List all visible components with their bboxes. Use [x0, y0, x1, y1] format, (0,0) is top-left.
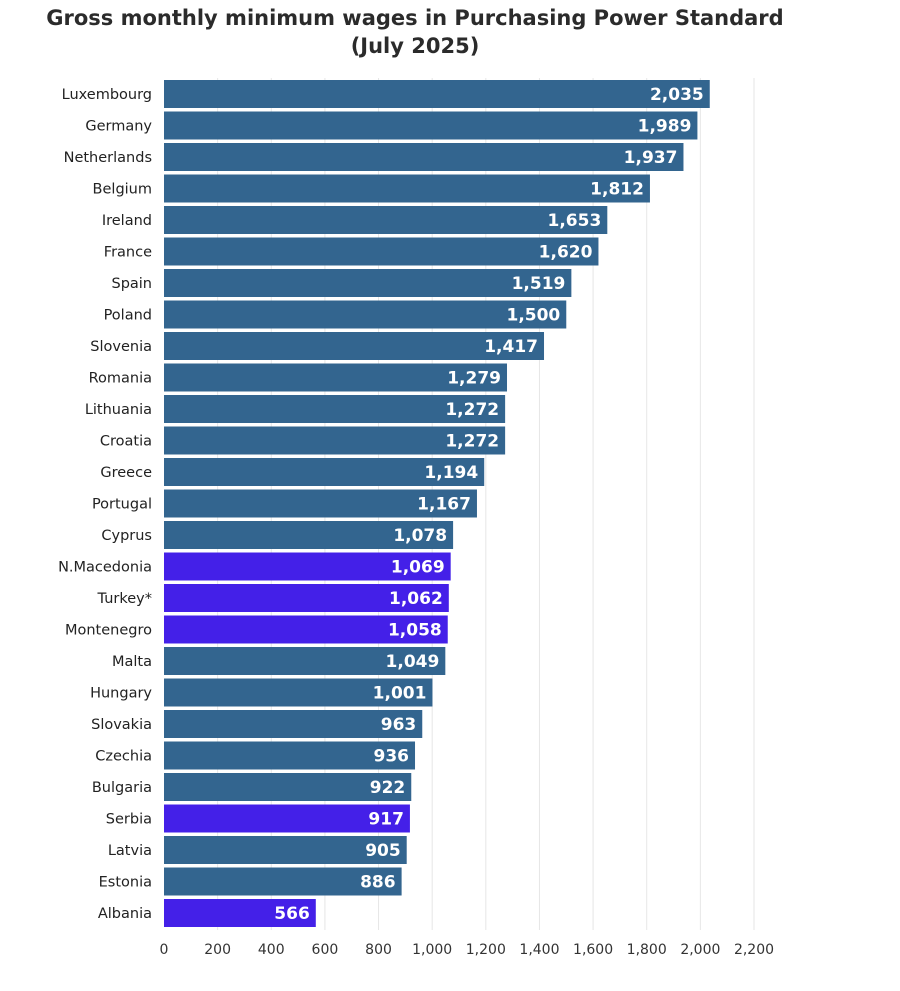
value-label: 1,272: [445, 400, 499, 420]
value-label: 1,194: [424, 463, 478, 483]
x-tick-label: 200: [204, 942, 231, 958]
bar: [164, 552, 451, 581]
value-label: 1,167: [417, 495, 471, 515]
bar: [164, 836, 407, 864]
bar: [164, 710, 423, 738]
value-label: 963: [381, 715, 417, 735]
x-tick-label: 1,200: [466, 942, 506, 958]
value-label: 917: [368, 810, 404, 830]
x-tick-label: 1,000: [412, 942, 452, 958]
category-label: Bulgaria: [92, 780, 152, 796]
bar: [164, 206, 608, 234]
category-label: Belgium: [93, 182, 152, 198]
category-label: Serbia: [106, 812, 152, 828]
value-label: 1,620: [539, 243, 593, 263]
bar: [164, 269, 572, 297]
value-label: 1,812: [590, 180, 644, 200]
category-label: Netherlands: [64, 150, 152, 166]
category-label: Slovakia: [91, 717, 152, 733]
x-tick-label: 400: [258, 942, 285, 958]
value-label: 1,653: [548, 211, 602, 231]
value-label: 1,417: [484, 337, 538, 357]
bar: [164, 237, 599, 266]
value-label: 1,519: [512, 274, 566, 294]
bar: [164, 458, 485, 486]
bar: [164, 300, 567, 329]
category-label: Latvia: [108, 843, 152, 859]
value-label: 1,058: [388, 621, 442, 641]
category-label: Cyprus: [101, 528, 152, 544]
value-label: 886: [360, 873, 396, 893]
category-label: Croatia: [100, 434, 152, 450]
value-label: 1,062: [389, 589, 443, 609]
bar: [164, 489, 477, 518]
x-tick-label: 600: [312, 942, 339, 958]
bar: [164, 395, 506, 423]
bar: [164, 678, 433, 707]
value-label: 1,272: [445, 432, 499, 452]
category-label: Greece: [100, 465, 152, 481]
chart-subtitle: (July 2025): [350, 34, 480, 58]
value-label: 936: [374, 747, 410, 767]
category-label: Slovenia: [90, 339, 152, 355]
bar: [164, 332, 545, 360]
category-label: Montenegro: [65, 623, 152, 639]
category-label: Spain: [111, 276, 152, 292]
bar: [164, 741, 416, 770]
bar: [164, 363, 508, 392]
bar: [164, 899, 316, 927]
category-label: Portugal: [92, 497, 152, 513]
value-label: 905: [365, 841, 401, 861]
bar: [164, 111, 698, 140]
bar: [164, 426, 506, 455]
value-label: 1,500: [506, 306, 560, 326]
value-label: 566: [274, 904, 310, 924]
category-label: Albania: [98, 906, 152, 922]
category-label: Germany: [85, 119, 152, 135]
value-label: 1,937: [624, 148, 678, 168]
bar: [164, 143, 684, 171]
category-label: N.Macedonia: [58, 560, 152, 576]
value-label: 1,069: [391, 558, 445, 578]
bar: [164, 867, 402, 896]
bar: [164, 615, 448, 644]
bar: [164, 584, 449, 612]
value-label: 1,279: [447, 369, 501, 389]
category-label: Poland: [104, 308, 152, 324]
category-label: Luxembourg: [62, 87, 152, 103]
category-label: Czechia: [95, 749, 152, 765]
x-tick-label: 0: [160, 942, 169, 958]
x-tick-label: 1,600: [573, 942, 613, 958]
bar: [164, 647, 446, 675]
category-label: Estonia: [99, 875, 152, 891]
category-label: France: [104, 245, 152, 261]
bar: [164, 521, 454, 549]
value-label: 2,035: [650, 85, 704, 105]
bar: [164, 174, 650, 203]
category-label: Turkey*: [97, 591, 152, 607]
x-tick-label: 1,800: [627, 942, 667, 958]
category-label: Ireland: [102, 213, 152, 229]
chart-title: Gross monthly minimum wages in Purchasin…: [46, 6, 784, 30]
value-label: 1,989: [638, 117, 692, 137]
x-tick-label: 2,000: [680, 942, 720, 958]
value-label: 1,001: [373, 684, 427, 704]
value-label: 922: [370, 778, 406, 798]
category-label: Lithuania: [85, 402, 152, 418]
x-tick-label: 2,200: [734, 942, 774, 958]
category-label: Malta: [112, 654, 152, 670]
category-label: Hungary: [90, 686, 152, 702]
x-tick-label: 800: [365, 942, 392, 958]
x-tick-label: 1,400: [519, 942, 559, 958]
bar: [164, 804, 410, 833]
bar: [164, 773, 412, 801]
value-label: 1,078: [393, 526, 447, 546]
value-label: 1,049: [386, 652, 440, 672]
bar: [164, 80, 710, 108]
category-label: Romania: [89, 371, 152, 387]
